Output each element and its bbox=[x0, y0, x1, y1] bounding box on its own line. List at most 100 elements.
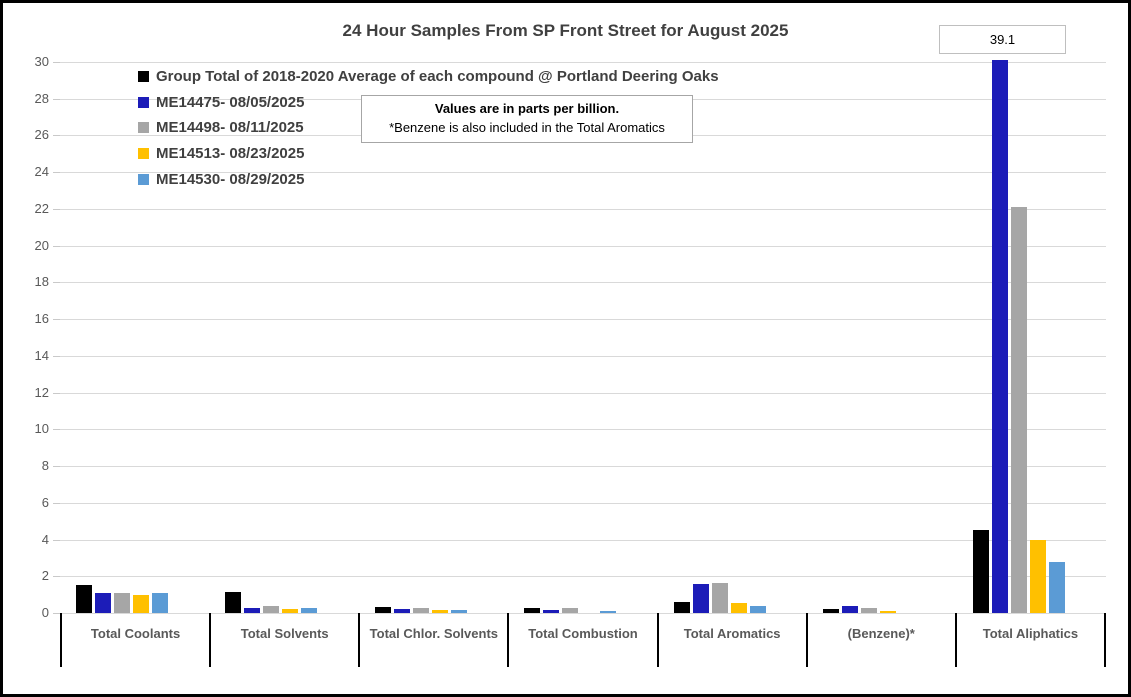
chart-title: 24 Hour Samples From SP Front Street for… bbox=[342, 21, 789, 40]
gridline bbox=[60, 613, 1106, 614]
y-tick-label: 2 bbox=[41, 568, 49, 584]
y-tick-label: 28 bbox=[34, 90, 49, 106]
y-tick-label: 20 bbox=[34, 237, 49, 253]
y-tick-label: 10 bbox=[34, 421, 49, 437]
bar bbox=[543, 610, 560, 613]
bar bbox=[823, 609, 840, 613]
bar bbox=[730, 602, 747, 613]
bar bbox=[450, 610, 467, 613]
note-line-2: *Benzene is also included in the Total A… bbox=[389, 120, 665, 135]
y-tick-mark bbox=[53, 208, 60, 210]
bar bbox=[861, 607, 878, 613]
gridline bbox=[60, 429, 1106, 431]
category-cell: Total Chlor. Solvents bbox=[358, 613, 507, 667]
gridline bbox=[60, 208, 1106, 210]
y-tick-mark bbox=[53, 135, 60, 137]
legend-label: ME14498- 08/11/2025 bbox=[156, 119, 304, 137]
bar bbox=[374, 606, 391, 613]
legend-swatch bbox=[138, 71, 149, 83]
category-label: Total Chlor. Solvents bbox=[369, 626, 499, 641]
y-tick-mark bbox=[53, 613, 60, 614]
legend-swatch bbox=[138, 173, 149, 185]
legend-label: ME14530- 08/29/2025 bbox=[156, 170, 305, 188]
y-tick-mark bbox=[53, 172, 60, 174]
y-tick-label: 4 bbox=[41, 531, 49, 547]
bar bbox=[600, 611, 617, 613]
y-tick-label: 24 bbox=[34, 164, 49, 180]
category-label: Total Combustion bbox=[528, 626, 638, 641]
bar bbox=[133, 594, 149, 613]
legend-item: Group Total of 2018-2020 Average of each… bbox=[138, 64, 719, 90]
bar bbox=[972, 530, 989, 613]
category-cell: Total Aliphatics bbox=[954, 613, 1106, 667]
gridline bbox=[60, 502, 1106, 504]
clipped-bar-value-callout: 39.1 bbox=[939, 25, 1066, 54]
x-axis: Total Coolants Total Solvents Total Chlor.… bbox=[60, 613, 1106, 667]
y-tick-label: 30 bbox=[34, 54, 49, 69]
bar bbox=[1029, 539, 1046, 613]
bar bbox=[524, 607, 541, 613]
category-cell: Total Coolants bbox=[60, 613, 209, 667]
category-label: Total Aliphatics bbox=[982, 626, 1079, 641]
y-tick-mark bbox=[53, 355, 60, 357]
category-cell: Total Combustion bbox=[507, 613, 656, 667]
category-label: Total Solvents bbox=[240, 626, 329, 641]
y-tick-mark bbox=[53, 319, 60, 321]
y-tick-label: 12 bbox=[34, 384, 49, 400]
legend-item: ME14498- 08/11/2025 bbox=[138, 115, 719, 141]
note-box: Values are in parts per billion. *Benzen… bbox=[361, 95, 693, 143]
y-tick-label: 8 bbox=[41, 458, 49, 474]
category-label: Total Aromatics bbox=[683, 626, 781, 641]
legend-swatch bbox=[138, 96, 149, 108]
bar bbox=[711, 582, 728, 613]
gridline bbox=[60, 539, 1106, 541]
bar bbox=[692, 583, 709, 613]
gridline bbox=[60, 172, 1106, 174]
legend-swatch bbox=[138, 122, 149, 134]
y-tick-label: 18 bbox=[34, 274, 49, 290]
category-label: Total Coolants bbox=[90, 626, 181, 641]
category-cell: Total Solvents bbox=[209, 613, 358, 667]
gridline bbox=[60, 392, 1106, 394]
category-label: (Benzene)* bbox=[847, 626, 915, 641]
bar bbox=[393, 609, 410, 613]
gridline bbox=[60, 282, 1106, 284]
y-tick-label: 26 bbox=[34, 127, 49, 143]
gridline bbox=[60, 355, 1106, 357]
bar bbox=[282, 609, 299, 613]
bar bbox=[95, 592, 111, 613]
legend-item: ME14475- 08/05/2025 bbox=[138, 90, 719, 116]
y-tick-label: 22 bbox=[34, 200, 49, 216]
note-line-1: Values are in parts per billion. bbox=[434, 101, 620, 117]
bar bbox=[673, 601, 690, 613]
y-tick-mark bbox=[53, 392, 60, 394]
bar bbox=[991, 60, 1008, 613]
legend: Group Total of 2018-2020 Average of each… bbox=[138, 64, 719, 192]
gridline bbox=[60, 319, 1106, 321]
bar bbox=[301, 607, 318, 613]
bar bbox=[412, 608, 429, 613]
y-tick-mark bbox=[53, 539, 60, 541]
bar bbox=[263, 605, 280, 613]
bar bbox=[225, 591, 242, 613]
legend-item: ME14513- 08/23/2025 bbox=[138, 141, 719, 167]
y-tick-mark bbox=[53, 245, 60, 247]
legend-label: ME14513- 08/23/2025 bbox=[156, 145, 305, 163]
bar bbox=[842, 605, 859, 613]
gridline bbox=[60, 466, 1106, 468]
bar bbox=[749, 605, 766, 613]
callout-value: 39.1 bbox=[989, 32, 1016, 47]
y-tick-mark bbox=[53, 98, 60, 100]
bar bbox=[152, 592, 168, 613]
legend-label: ME14475- 08/05/2025 bbox=[156, 93, 305, 111]
bar bbox=[114, 592, 130, 613]
gridline bbox=[60, 62, 1106, 63]
bar bbox=[1048, 561, 1065, 613]
bar bbox=[244, 607, 261, 613]
gridline bbox=[60, 576, 1106, 578]
y-tick-mark bbox=[53, 502, 60, 504]
legend-swatch bbox=[138, 148, 149, 160]
bar bbox=[76, 585, 92, 613]
bar bbox=[431, 610, 448, 613]
